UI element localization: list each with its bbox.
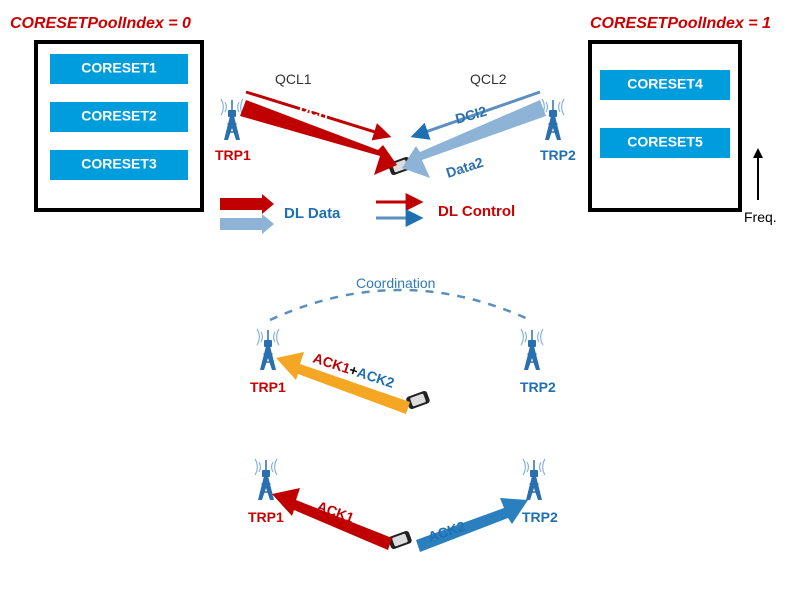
- coreset5-label: CORESET5: [627, 134, 703, 150]
- coreset3-label: CORESET3: [81, 156, 157, 172]
- data2-label: Data2: [444, 154, 485, 181]
- trp2-bot-tower: [523, 459, 545, 500]
- legend-dl-ctrl: DL Control: [438, 203, 515, 220]
- legend: DL Data DL Control: [220, 194, 515, 234]
- coordination-label: Coordination: [356, 275, 435, 291]
- dci1-label: DCI1: [297, 100, 332, 124]
- pool0-title: CORESETPoolIndex = 0: [10, 15, 191, 32]
- trp1-top-tower: [221, 99, 243, 140]
- coreset4-label: CORESET4: [627, 76, 703, 92]
- trp2-bot-label: TRP2: [522, 509, 558, 525]
- trp2-top-label: TRP2: [540, 147, 576, 163]
- trp1-mid-tower: [257, 329, 279, 370]
- trp2-top-tower: [542, 99, 564, 140]
- legend-dl-data: DL Data: [284, 205, 341, 222]
- pool1-frame: [590, 42, 740, 210]
- coreset2-label: CORESET2: [81, 108, 157, 124]
- pool1-title: CORESETPoolIndex = 1: [590, 15, 771, 32]
- dci2-label: DCI2: [453, 103, 488, 127]
- trp1-mid-label: TRP1: [250, 379, 286, 395]
- trp1-top-label: TRP1: [215, 147, 251, 163]
- trp2-mid-tower: [521, 329, 543, 370]
- ue-mid: [405, 390, 430, 410]
- coordination-arc: [270, 290, 530, 320]
- qcl1-label: QCL1: [275, 71, 312, 87]
- coreset1-label: CORESET1: [81, 60, 157, 76]
- trp2-mid-label: TRP2: [520, 379, 556, 395]
- qcl2-label: QCL2: [470, 71, 507, 87]
- trp1-bot-label: TRP1: [248, 509, 284, 525]
- freq-label: Freq.: [744, 209, 777, 225]
